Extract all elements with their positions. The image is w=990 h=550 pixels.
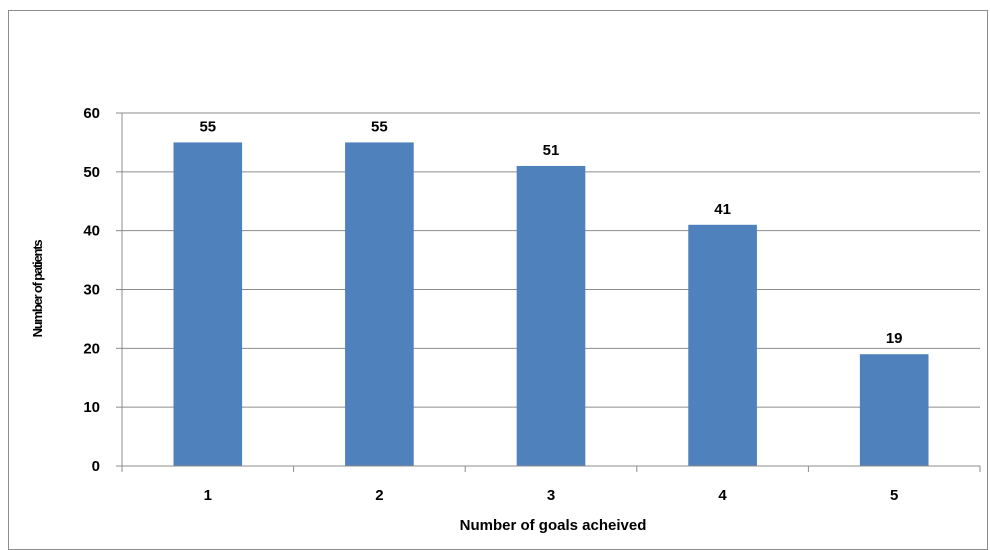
data-label: 55 (199, 118, 216, 135)
y-axis-title: Number of patients (30, 240, 45, 338)
labels: 0 10 20 30 40 50 60 55 1 55 2 51 3 41 4 19 5 (83, 105, 902, 504)
data-label: 41 (714, 201, 731, 218)
x-axis-title: Number of goals acheived (460, 517, 647, 534)
x-tick-label: 4 (718, 487, 727, 504)
data-label: 55 (371, 118, 388, 135)
x-tick-label: 5 (890, 487, 898, 504)
y-tick-label: 0 (92, 458, 100, 475)
y-tick-label: 30 (83, 282, 100, 299)
bar-1 (173, 142, 243, 466)
x-tick-label: 3 (547, 487, 555, 504)
y-tick-label: 60 (83, 105, 100, 122)
data-label: 51 (543, 142, 560, 159)
bar-chart: 0 10 20 30 40 50 60 55 1 55 2 51 3 41 4 19 5 Number of g… (30, 105, 981, 534)
x-tick-label: 1 (204, 487, 212, 504)
bar-2 (345, 142, 414, 466)
bar-4 (688, 224, 757, 466)
bars (173, 142, 929, 466)
y-tick-label: 50 (83, 164, 100, 181)
data-label: 19 (886, 330, 903, 347)
axes (116, 112, 981, 472)
y-tick-label: 10 (83, 399, 100, 416)
bar-3 (516, 165, 586, 466)
x-tick-label: 2 (375, 487, 383, 504)
y-tick-label: 40 (83, 223, 100, 240)
y-tick-label: 20 (83, 340, 100, 357)
chart-frame (8, 10, 988, 550)
bar-5 (859, 354, 929, 466)
